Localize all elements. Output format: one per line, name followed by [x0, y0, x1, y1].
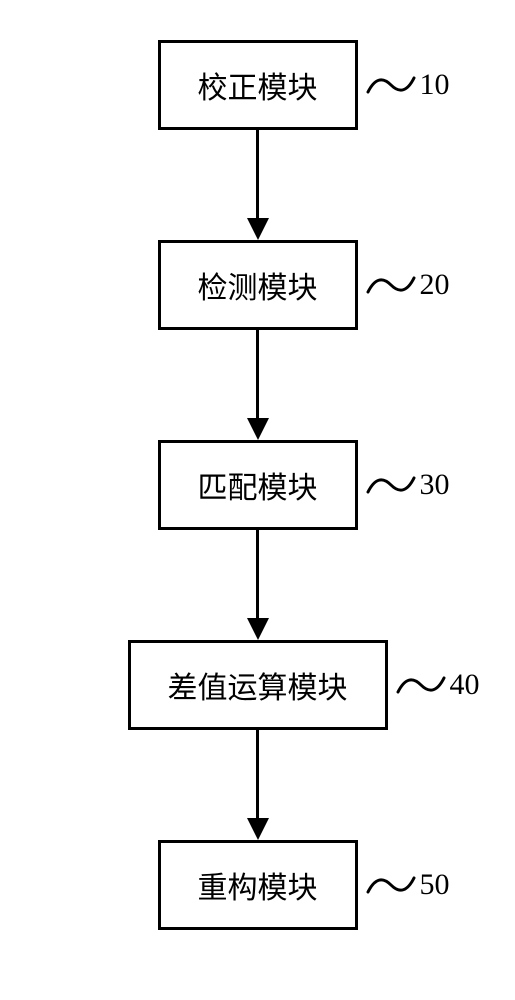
reference-label: 40	[396, 668, 480, 702]
reference-number: 20	[420, 268, 450, 302]
flow-arrow	[256, 730, 259, 840]
reference-label: 50	[366, 868, 450, 902]
flow-arrow	[256, 130, 259, 240]
flowchart-node: 重构模块	[158, 840, 358, 930]
tilde-icon	[366, 270, 416, 300]
tilde-icon	[366, 70, 416, 100]
flow-arrow	[256, 530, 259, 640]
reference-number: 10	[420, 68, 450, 102]
reference-label: 30	[366, 468, 450, 502]
flowchart-node: 差值运算模块	[128, 640, 388, 730]
flowchart-node: 匹配模块	[158, 440, 358, 530]
node-wrapper-node1: 校正模块10	[158, 40, 358, 130]
reference-number: 50	[420, 868, 450, 902]
flowchart-node: 校正模块	[158, 40, 358, 130]
tilde-icon	[366, 470, 416, 500]
reference-number: 40	[450, 668, 480, 702]
node-label: 检测模块	[198, 272, 318, 305]
node-wrapper-node2: 检测模块20	[158, 240, 358, 330]
node-label: 差值运算模块	[168, 672, 348, 705]
flowchart-diagram: 校正模块10 检测模块20 匹配模块30 差值运算模块40 重构模块50	[128, 40, 388, 930]
reference-number: 30	[420, 468, 450, 502]
node-wrapper-node3: 匹配模块30	[158, 440, 358, 530]
tilde-icon	[396, 670, 446, 700]
reference-label: 20	[366, 268, 450, 302]
flowchart-node: 检测模块	[158, 240, 358, 330]
reference-label: 10	[366, 68, 450, 102]
node-label: 重构模块	[198, 872, 318, 905]
tilde-icon	[366, 870, 416, 900]
node-label: 匹配模块	[198, 472, 318, 505]
node-label: 校正模块	[198, 72, 318, 105]
flow-arrow	[256, 330, 259, 440]
node-wrapper-node5: 重构模块50	[158, 840, 358, 930]
node-wrapper-node4: 差值运算模块40	[128, 640, 388, 730]
